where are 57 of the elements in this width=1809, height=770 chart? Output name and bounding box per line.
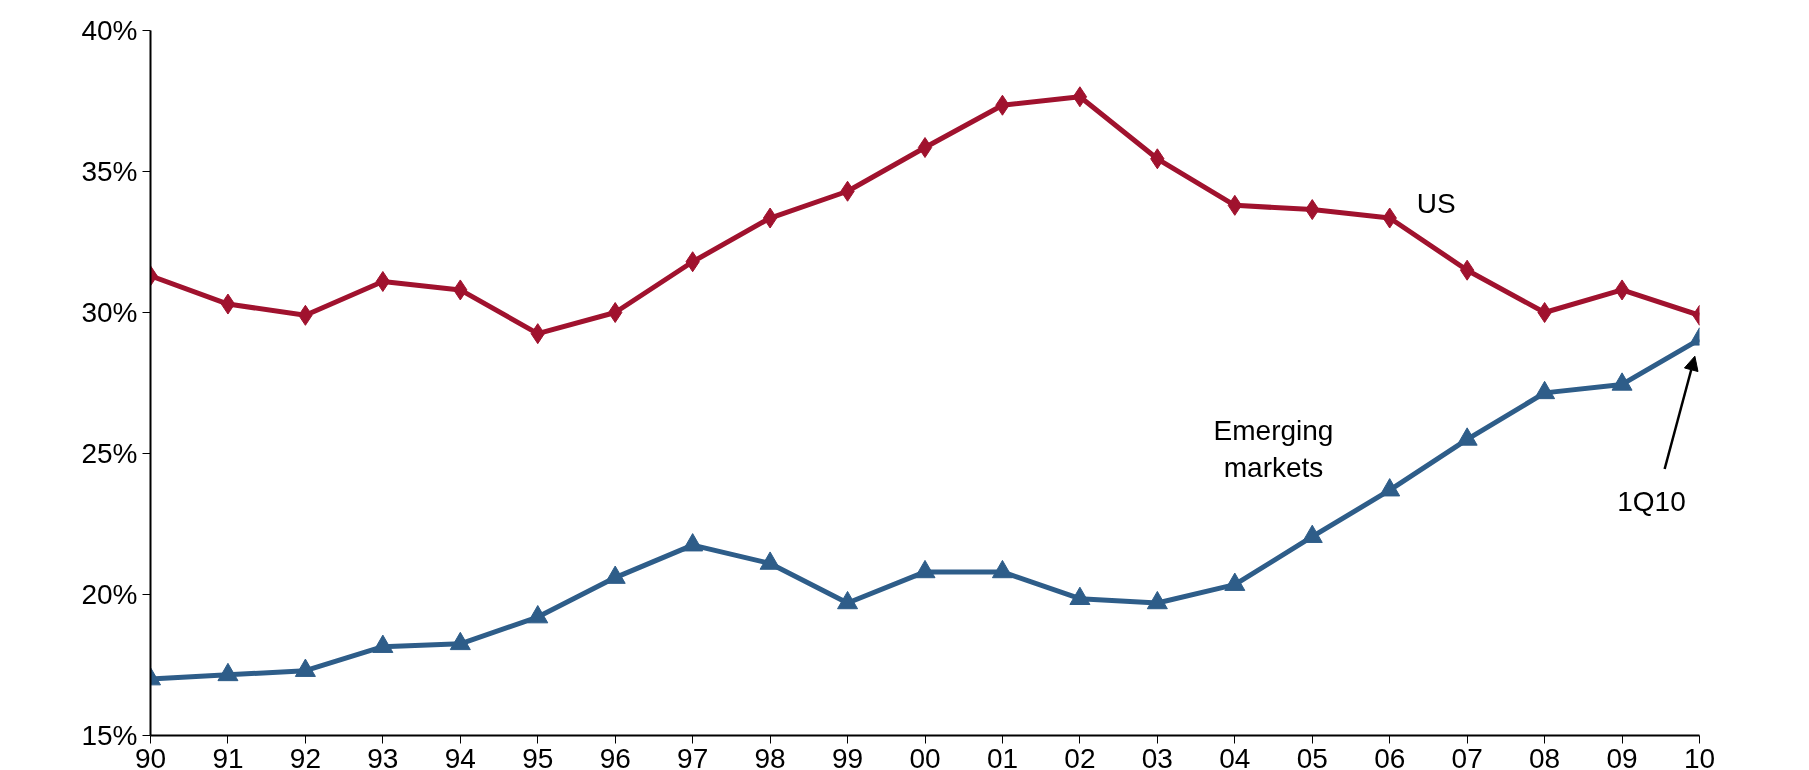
x-tick-label: 07 bbox=[1451, 742, 1483, 770]
point bbox=[1611, 372, 1633, 391]
point bbox=[759, 551, 781, 570]
point bbox=[1146, 590, 1168, 610]
point bbox=[372, 634, 394, 653]
point bbox=[1301, 524, 1323, 543]
point bbox=[449, 631, 471, 651]
y-tick-label: 40% bbox=[81, 15, 138, 46]
x-tick-label: 00 bbox=[909, 742, 941, 770]
x-tick-label: 93 bbox=[367, 742, 399, 770]
annotation: 1Q10 bbox=[1617, 485, 1686, 517]
point bbox=[1537, 302, 1552, 323]
x-tick-label: 08 bbox=[1529, 742, 1561, 770]
y-tick-label: 20% bbox=[81, 579, 138, 610]
x-tick-label: 94 bbox=[444, 742, 476, 770]
point bbox=[991, 559, 1013, 579]
x-tick-label: 09 bbox=[1606, 742, 1638, 770]
y-tick-label: 30% bbox=[81, 297, 138, 328]
x-tick-label: 91 bbox=[212, 742, 244, 770]
point bbox=[1614, 279, 1630, 301]
y-tick-label: 25% bbox=[81, 438, 138, 469]
x-tick-label: 92 bbox=[289, 742, 321, 770]
x-tick-label: 04 bbox=[1219, 742, 1251, 770]
x-tick-label: 03 bbox=[1141, 742, 1173, 770]
point bbox=[1379, 478, 1401, 497]
point bbox=[604, 565, 626, 584]
y-tick-label: 35% bbox=[81, 156, 138, 187]
point bbox=[220, 293, 236, 315]
y-tick-label: 15% bbox=[81, 720, 138, 751]
point bbox=[1534, 380, 1556, 400]
point bbox=[914, 559, 936, 579]
point bbox=[1069, 586, 1091, 605]
x-tick-label: 05 bbox=[1296, 742, 1328, 770]
x-tick-label: 10 bbox=[1683, 742, 1716, 770]
point bbox=[837, 590, 859, 610]
point bbox=[682, 533, 704, 552]
series-label: Emerging markets bbox=[1213, 414, 1334, 484]
point bbox=[1459, 259, 1475, 281]
series-label: US bbox=[1416, 188, 1456, 220]
x-tick-label: 97 bbox=[677, 742, 709, 770]
point bbox=[762, 207, 778, 229]
x-tick-label: 02 bbox=[1064, 742, 1096, 770]
point bbox=[1224, 572, 1246, 591]
x-tick-label: 99 bbox=[831, 742, 864, 770]
point bbox=[217, 662, 239, 682]
x-tick-label: 01 bbox=[986, 742, 1019, 770]
point bbox=[294, 658, 316, 677]
point bbox=[917, 137, 933, 159]
x-tick-label: 98 bbox=[754, 742, 786, 770]
x-tick-label: 06 bbox=[1374, 742, 1406, 770]
point bbox=[1072, 86, 1088, 108]
point bbox=[608, 302, 623, 323]
point bbox=[375, 270, 391, 292]
x-tick-label: 95 bbox=[522, 742, 554, 770]
x-tick-label: 96 bbox=[599, 742, 631, 770]
point bbox=[1456, 427, 1478, 446]
point bbox=[527, 605, 549, 624]
